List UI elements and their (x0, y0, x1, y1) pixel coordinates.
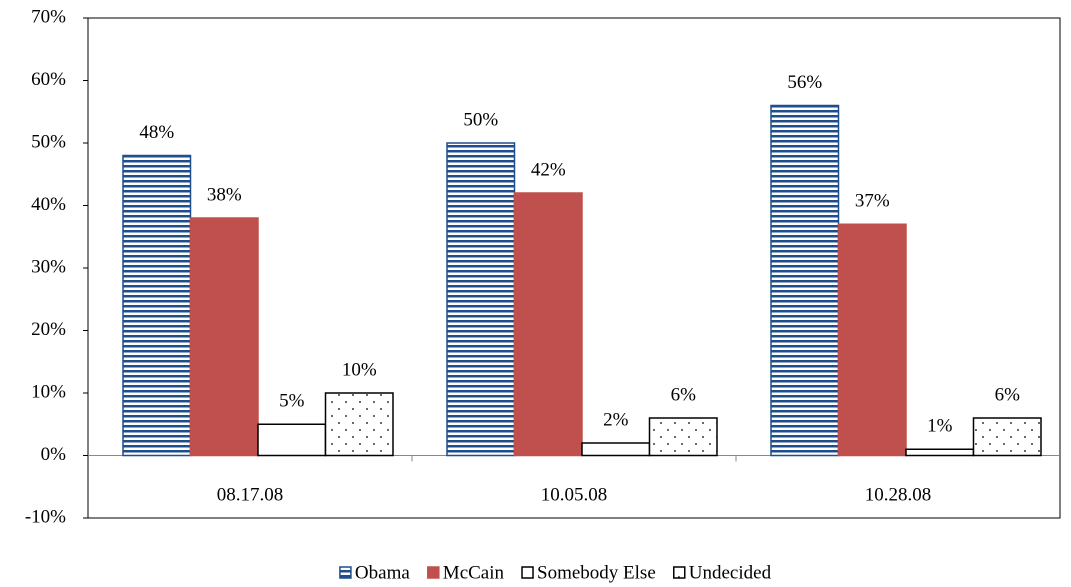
y-tick-label: 50% (31, 131, 66, 152)
bar (581, 442, 651, 457)
data-label: 2% (603, 409, 629, 430)
y-tick-label: 10% (31, 381, 66, 402)
legend-swatch (339, 566, 352, 579)
legend-swatch (521, 566, 534, 579)
bar (905, 448, 975, 457)
legend-swatch (427, 566, 440, 579)
legend-swatch (673, 566, 686, 579)
data-label: 37% (855, 191, 890, 212)
legend-label: Undecided (689, 562, 772, 583)
bar (837, 223, 907, 457)
data-label: 48% (139, 122, 174, 143)
data-label: 6% (995, 384, 1021, 405)
bar (189, 217, 259, 457)
data-label: 42% (531, 159, 566, 180)
data-label: 10% (342, 359, 377, 380)
bar (972, 417, 1042, 457)
data-label: 50% (463, 109, 498, 130)
x-tick-label: 08.17.08 (217, 484, 284, 505)
bar (513, 192, 583, 457)
y-tick-label: 0% (41, 444, 67, 465)
y-tick-label: 70% (31, 6, 66, 27)
legend-label: Somebody Else (537, 562, 656, 583)
data-label: 6% (671, 384, 697, 405)
data-label: 1% (927, 416, 953, 437)
x-tick-label: 10.28.08 (865, 484, 932, 505)
y-tick-label: -10% (25, 506, 66, 527)
data-label: 5% (279, 391, 305, 412)
bar (257, 423, 327, 457)
legend-label: McCain (443, 562, 505, 583)
data-label: 56% (787, 72, 822, 93)
bar (324, 392, 394, 457)
legend-label: Obama (355, 562, 410, 583)
y-tick-label: 20% (31, 319, 66, 340)
y-tick-label: 60% (31, 69, 66, 90)
legend: Obama McCain Somebody Else Undecided (339, 562, 772, 583)
bar (122, 154, 192, 457)
y-tick-label: 30% (31, 256, 66, 277)
y-tick-label: 40% (31, 194, 66, 215)
bar (770, 104, 840, 457)
bar (446, 142, 516, 457)
x-tick-label: 10.05.08 (541, 484, 608, 505)
bar (648, 417, 718, 457)
data-label: 38% (207, 184, 242, 205)
